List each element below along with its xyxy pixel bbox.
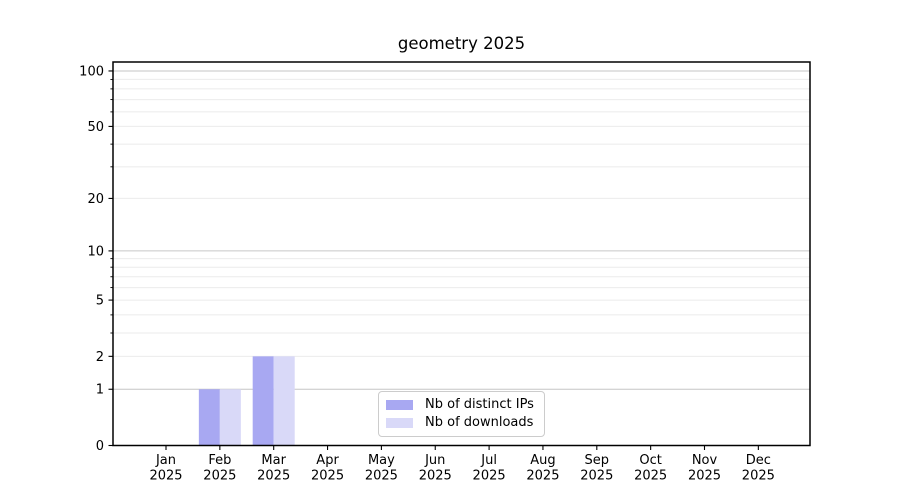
x-tick-label-year: 2025	[634, 469, 667, 484]
x-tick-label-year: 2025	[580, 469, 613, 484]
legend: Nb of distinct IPs Nb of downloads	[378, 391, 545, 437]
y-tick-label: 1	[96, 383, 104, 398]
x-tick-label-month: Nov	[692, 453, 718, 468]
x-tick-label-month: May	[368, 453, 395, 468]
x-tick-label-year: 2025	[203, 469, 236, 484]
legend-swatch-distinct-ips	[386, 400, 413, 410]
bar-mar-downloads	[273, 356, 295, 446]
plot-frame	[112, 61, 811, 447]
bar-feb-downloads	[219, 389, 241, 446]
x-tick-label-year: 2025	[473, 469, 506, 484]
x-tick-label-year: 2025	[688, 469, 721, 484]
x-tick-label-month: Feb	[208, 453, 231, 468]
x-tick-label-month: Jun	[424, 453, 445, 468]
legend-label-downloads: Nb of downloads	[425, 415, 534, 430]
legend-item-downloads: Nb of downloads	[386, 414, 537, 432]
x-tick-label-month: Oct	[639, 453, 661, 468]
legend-item-distinct-ips: Nb of distinct IPs	[386, 396, 537, 414]
legend-label-distinct-ips: Nb of distinct IPs	[425, 397, 534, 412]
bar-mar-distinct-ips	[252, 356, 274, 446]
x-tick-label-year: 2025	[311, 469, 344, 484]
x-tick-label-month: Apr	[316, 453, 339, 468]
y-tick-label: 10	[87, 244, 104, 259]
x-tick-label-year: 2025	[365, 469, 398, 484]
x-tick-label-year: 2025	[419, 469, 452, 484]
y-tick-label: 100	[79, 64, 104, 79]
x-tick-label-year: 2025	[257, 469, 290, 484]
y-tick-label: 0	[96, 439, 104, 454]
bar-feb-distinct-ips	[198, 389, 220, 446]
x-tick-label-month: Sep	[585, 453, 610, 468]
y-tick-label: 5	[96, 294, 104, 309]
x-tick-label-month: Jul	[480, 453, 497, 468]
chart-title: geometry 2025	[397, 34, 526, 53]
legend-swatch-downloads	[386, 418, 413, 428]
x-tick-label-year: 2025	[742, 469, 775, 484]
x-tick-label-month: Mar	[261, 453, 286, 468]
x-tick-label-year: 2025	[526, 469, 559, 484]
x-tick-label-month: Aug	[530, 453, 555, 468]
y-tick-label: 20	[87, 192, 104, 207]
x-tick-label-month: Jan	[155, 453, 176, 468]
x-tick-label-year: 2025	[149, 469, 182, 484]
y-tick-label: 50	[87, 120, 104, 135]
x-tick-label-month: Dec	[746, 453, 771, 468]
y-tick-label: 2	[96, 350, 104, 365]
